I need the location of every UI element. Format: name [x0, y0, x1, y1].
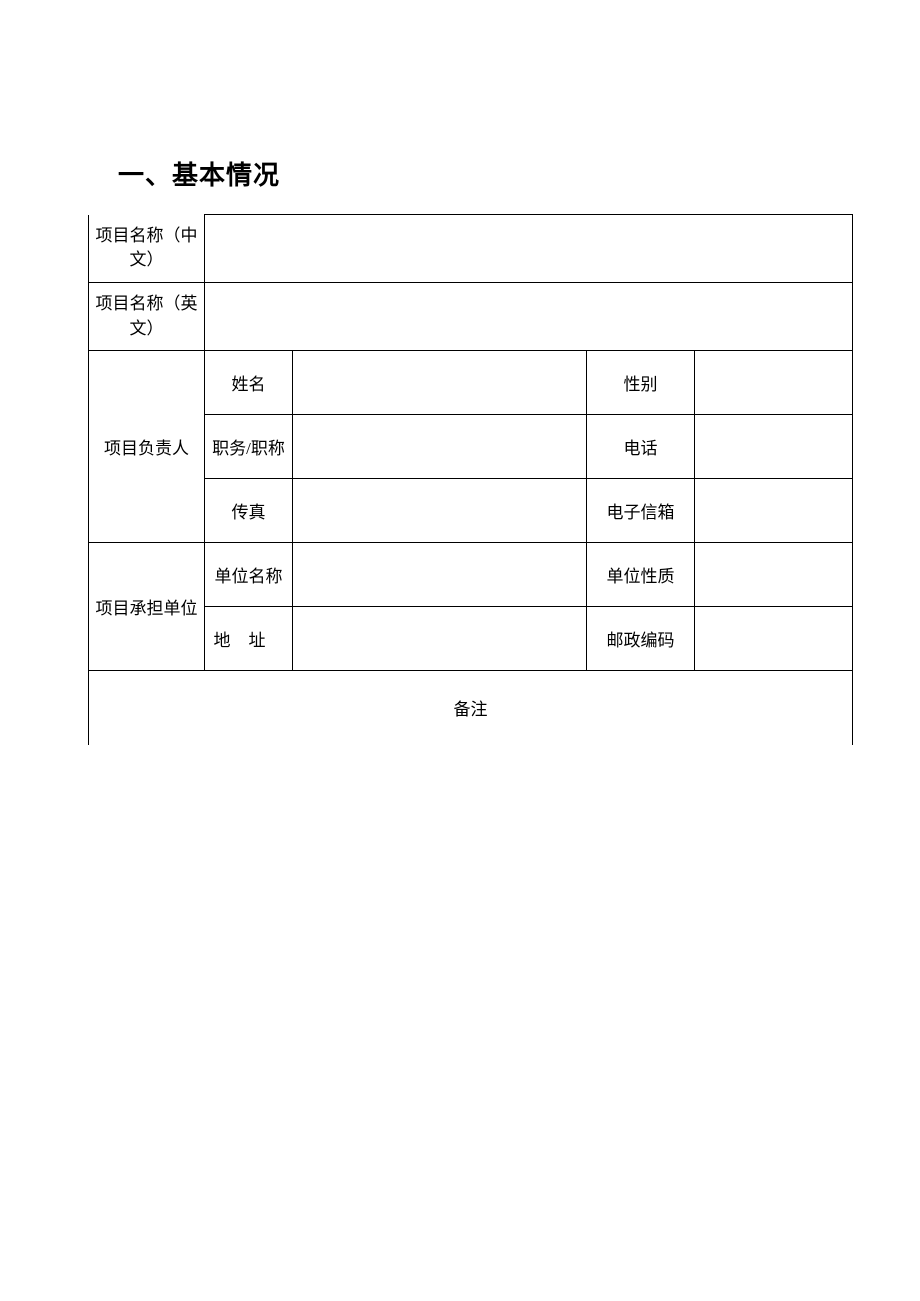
value-postal-code — [695, 607, 853, 671]
table-row: 项目承担单位 单位名称 单位性质 — [89, 543, 853, 607]
label-email: 电子信箱 — [587, 479, 695, 543]
value-unit-nature — [695, 543, 853, 607]
label-host-unit: 项目承担单位 — [89, 543, 205, 671]
label-postal-code: 邮政编码 — [587, 607, 695, 671]
table-row: 项目负责人 姓名 性别 — [89, 351, 853, 415]
table-row: 备注 — [89, 671, 853, 745]
value-email — [695, 479, 853, 543]
value-gender — [695, 351, 853, 415]
table-row: 项目名称（英文） — [89, 283, 853, 351]
label-project-name-en: 项目名称（英文） — [89, 283, 205, 351]
label-project-leader: 项目负责人 — [89, 351, 205, 543]
label-unit-name: 单位名称 — [205, 543, 293, 607]
value-position-title — [293, 415, 587, 479]
label-remark: 备注 — [89, 671, 853, 745]
label-address: 地址 — [205, 607, 293, 671]
value-unit-name — [293, 543, 587, 607]
value-fax — [293, 479, 587, 543]
value-address — [293, 607, 587, 671]
label-phone: 电话 — [587, 415, 695, 479]
value-name — [293, 351, 587, 415]
value-phone — [695, 415, 853, 479]
label-unit-nature: 单位性质 — [587, 543, 695, 607]
label-position-title: 职务/职称 — [205, 415, 293, 479]
label-fax: 传真 — [205, 479, 293, 543]
basic-info-table: 项目名称（中文） 项目名称（英文） 项目负责人 姓名 性别 职务/职称 电话 传… — [88, 214, 853, 745]
section-heading: 一、基本情况 — [118, 155, 920, 192]
value-project-name-en — [205, 283, 853, 351]
value-project-name-cn — [205, 215, 853, 283]
table-row: 项目名称（中文） — [89, 215, 853, 283]
label-project-name-cn: 项目名称（中文） — [89, 215, 205, 283]
label-name: 姓名 — [205, 351, 293, 415]
label-gender: 性别 — [587, 351, 695, 415]
